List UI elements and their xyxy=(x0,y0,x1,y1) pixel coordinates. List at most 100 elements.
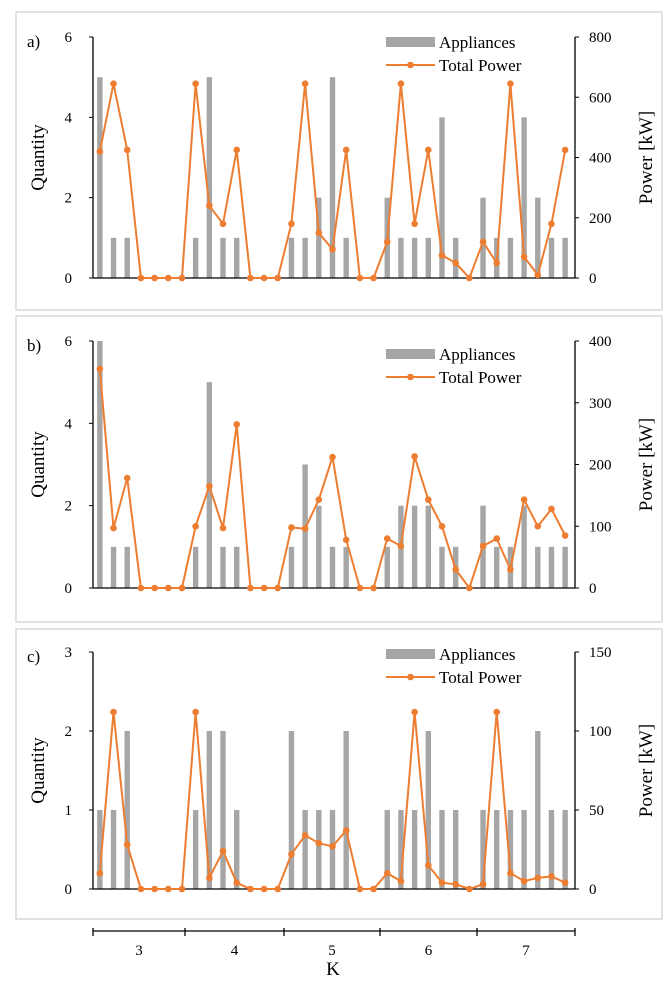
legend-swatch-bar xyxy=(386,649,435,659)
bar xyxy=(192,546,199,588)
bar xyxy=(124,731,130,889)
left-tick-label: 6 xyxy=(65,334,73,350)
legend: Appliances Total Power xyxy=(386,33,522,75)
category-label: 4 xyxy=(231,943,239,959)
bar xyxy=(562,546,568,588)
bar xyxy=(480,197,486,278)
line-point xyxy=(356,885,364,893)
bar xyxy=(521,505,527,588)
bar xyxy=(439,810,445,889)
line-point xyxy=(301,525,309,533)
line-point xyxy=(206,874,213,882)
legend: Appliances Total Power xyxy=(386,645,522,687)
bar xyxy=(220,731,226,889)
line-point xyxy=(329,246,336,253)
line-point xyxy=(397,877,405,885)
line-point xyxy=(466,274,473,282)
bar-series-appliances xyxy=(97,731,568,889)
line-point xyxy=(356,584,364,592)
bar xyxy=(384,546,390,588)
left-axis-title: Quantity xyxy=(28,431,49,498)
line-point xyxy=(260,274,268,282)
bar xyxy=(316,810,322,889)
line-point xyxy=(151,584,158,592)
left-tick-label: 3 xyxy=(65,645,73,661)
category-axis: 3 4 5 6 7 K xyxy=(92,928,576,980)
line-point xyxy=(219,524,227,532)
line-point xyxy=(397,80,405,87)
line-point xyxy=(438,252,446,259)
line-point xyxy=(507,869,514,877)
line-point xyxy=(561,532,569,539)
bar xyxy=(425,237,431,278)
bar xyxy=(234,546,240,588)
right-tick-label: 400 xyxy=(589,151,612,167)
left-tick-label: 2 xyxy=(65,724,73,740)
line-point xyxy=(370,885,377,893)
line-point xyxy=(507,80,514,87)
bar xyxy=(398,810,404,889)
bar xyxy=(343,237,349,278)
bar xyxy=(439,117,445,278)
right-tick-label: 0 xyxy=(589,271,597,287)
line-point xyxy=(561,879,569,886)
panel-frame xyxy=(15,628,663,920)
panel-b: 0 2 4 6 0 100 200 300 400 b) Quantity Power [kW] App… xyxy=(15,315,663,623)
line-point xyxy=(452,566,459,573)
left-tick-label: 4 xyxy=(65,110,73,126)
line-point xyxy=(315,839,323,847)
line-point xyxy=(178,584,186,592)
legend-label-appliances: Appliances xyxy=(439,33,515,52)
line-point xyxy=(520,496,528,503)
legend-label-total-power: Total Power xyxy=(439,668,522,687)
line-point xyxy=(548,505,555,513)
bar xyxy=(439,546,445,588)
line-point xyxy=(411,708,418,716)
bar xyxy=(343,546,349,588)
bar xyxy=(220,546,226,588)
line-point xyxy=(383,535,391,542)
line-point xyxy=(411,453,418,460)
right-tick-label: 0 xyxy=(589,581,597,597)
line-point xyxy=(466,885,473,893)
bar xyxy=(110,237,117,278)
left-tick-label: 1 xyxy=(65,803,73,819)
line-point xyxy=(206,202,213,209)
category-label: 6 xyxy=(425,943,433,959)
line-point xyxy=(164,584,172,592)
bar xyxy=(411,505,418,588)
bar xyxy=(535,197,541,278)
line-series-total-power xyxy=(96,708,569,893)
line-point xyxy=(247,584,254,592)
panel-frame xyxy=(15,315,663,623)
right-tick-label: 400 xyxy=(589,334,612,350)
line-point xyxy=(438,522,446,530)
bar xyxy=(398,237,404,278)
line-point xyxy=(548,873,555,880)
category-label: 3 xyxy=(135,943,143,959)
line-point xyxy=(561,146,569,154)
line-point xyxy=(233,421,240,428)
left-tick-label: 6 xyxy=(65,30,73,46)
bar xyxy=(316,197,322,278)
bar xyxy=(97,341,103,588)
line-point xyxy=(493,708,501,716)
line-point xyxy=(534,271,542,279)
right-tick-label: 200 xyxy=(589,211,612,227)
bar xyxy=(452,810,459,889)
panel-label: a) xyxy=(27,32,40,51)
line-point xyxy=(192,708,199,716)
bar xyxy=(411,237,418,278)
left-axis-title: Quantity xyxy=(28,737,49,804)
bar xyxy=(124,237,130,278)
line-point xyxy=(301,831,309,839)
line-point xyxy=(137,274,145,282)
bar xyxy=(535,546,541,588)
line-point xyxy=(507,566,514,573)
line-point xyxy=(370,274,377,282)
line-point xyxy=(452,259,459,267)
legend-swatch-marker xyxy=(407,61,414,69)
bar xyxy=(206,77,213,279)
bar xyxy=(110,546,117,588)
